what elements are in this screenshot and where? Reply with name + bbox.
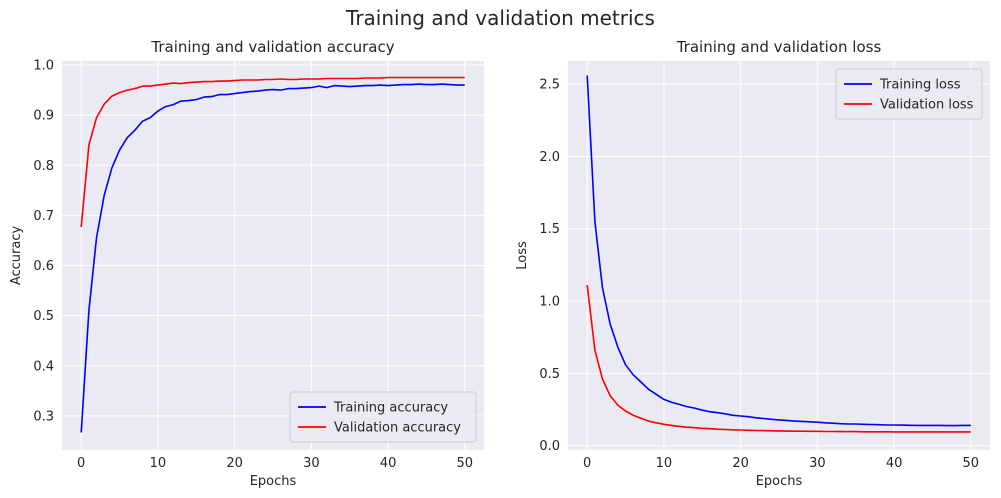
loss-legend-label: Validation loss xyxy=(880,98,974,113)
loss-y-axis-label: Loss xyxy=(515,241,530,270)
loss-legend: Training loss Validation loss xyxy=(835,68,983,120)
accuracy-y-tick-label: 0.4 xyxy=(33,359,54,374)
loss-y-tick-label: 1.5 xyxy=(539,222,560,237)
loss-plot-area xyxy=(568,61,990,450)
accuracy-y-tick-label: 0.6 xyxy=(33,259,54,274)
loss-legend-label: Training loss xyxy=(879,78,961,93)
loss-x-tick-label: 20 xyxy=(732,456,749,471)
accuracy-x-tick-label: 40 xyxy=(380,456,397,471)
loss-chart: 0 10 20 30 40 50 0.0 0.5 1.0 1.5 2.0 2.5 Training an… xyxy=(515,38,990,489)
loss-x-tick-label: 0 xyxy=(583,456,591,471)
loss-series-line-training xyxy=(586,75,971,427)
figure-title: Training and validation metrics xyxy=(346,6,655,30)
accuracy-y-tick-label: 0.3 xyxy=(33,409,54,424)
accuracy-y-tick-label: 0.8 xyxy=(33,159,54,174)
loss-chart-title: Training and validation loss xyxy=(676,38,882,56)
accuracy-legend: Training accuracy Validation accuracy xyxy=(289,391,477,443)
accuracy-legend-label: Training accuracy xyxy=(333,401,448,416)
accuracy-series-line-training xyxy=(80,83,465,433)
loss-y-tick-label: 0.5 xyxy=(539,367,560,382)
accuracy-x-tick-label: 0 xyxy=(77,456,85,471)
accuracy-chart: 0 10 20 30 40 50 0.3 0.4 0.5 0.6 0.7 0.8 0.9 1.0 Train… xyxy=(9,38,484,489)
accuracy-plot-area xyxy=(62,61,484,450)
loss-x-tick-label: 30 xyxy=(809,456,826,471)
accuracy-x-axis-label: Epochs xyxy=(250,474,297,489)
accuracy-chart-title: Training and validation accuracy xyxy=(150,38,394,56)
loss-series-line-validation xyxy=(586,285,971,433)
accuracy-y-axis-label: Accuracy xyxy=(9,226,24,286)
accuracy-legend-box xyxy=(289,391,477,443)
accuracy-legend-label: Validation accuracy xyxy=(334,421,461,436)
loss-x-tick-label: 40 xyxy=(886,456,903,471)
accuracy-y-tick-label: 0.9 xyxy=(33,109,54,124)
accuracy-x-tick-label: 20 xyxy=(226,456,243,471)
accuracy-x-tick-label: 30 xyxy=(303,456,320,471)
loss-x-tick-label: 50 xyxy=(963,456,980,471)
loss-y-tick-label: 0.0 xyxy=(539,439,560,454)
loss-y-tick-label: 1.0 xyxy=(539,295,560,310)
accuracy-y-tick-label: 1.0 xyxy=(33,59,54,74)
loss-x-axis-label: Epochs xyxy=(756,474,803,489)
accuracy-y-tick-label: 0.5 xyxy=(33,309,54,324)
loss-legend-box xyxy=(835,68,983,120)
loss-x-tick-label: 10 xyxy=(656,456,673,471)
loss-y-tick-label: 2.5 xyxy=(539,78,560,93)
accuracy-x-tick-label: 50 xyxy=(457,456,474,471)
accuracy-series-line-validation xyxy=(80,76,465,227)
accuracy-y-tick-label: 0.7 xyxy=(33,209,54,224)
accuracy-x-tick-label: 10 xyxy=(150,456,167,471)
loss-y-tick-label: 2.0 xyxy=(539,150,560,165)
